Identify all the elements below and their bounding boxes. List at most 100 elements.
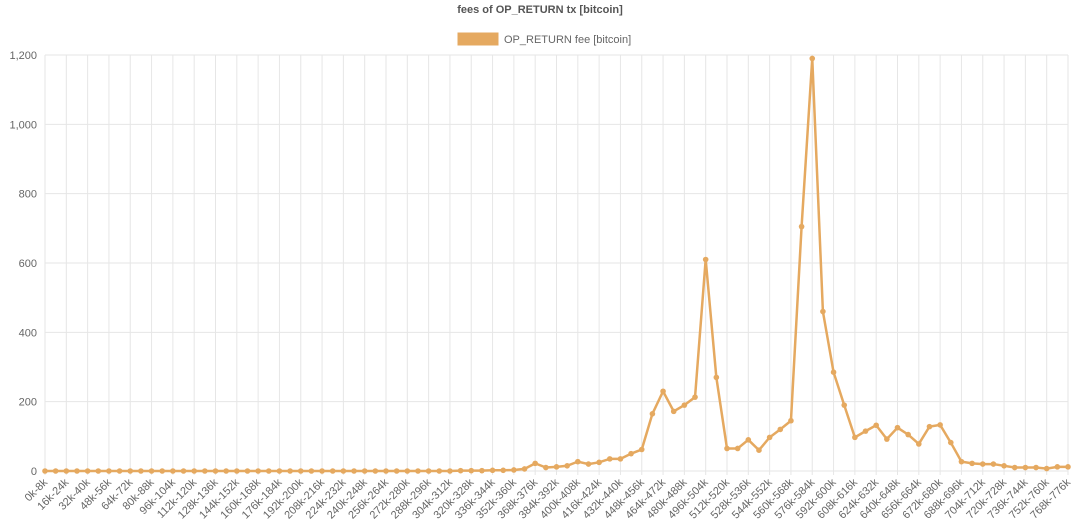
point bbox=[521, 466, 528, 472]
point bbox=[884, 436, 890, 442]
legend-label: OP_RETURN fee [bitcoin] bbox=[504, 34, 631, 46]
point bbox=[1011, 464, 1018, 471]
point bbox=[276, 468, 283, 474]
point bbox=[308, 468, 315, 474]
point bbox=[106, 468, 112, 474]
point bbox=[383, 468, 389, 474]
point bbox=[404, 468, 411, 474]
y-tick-label: 600 bbox=[19, 258, 37, 270]
y-tick-label: 800 bbox=[19, 189, 37, 201]
point bbox=[84, 468, 91, 474]
point bbox=[393, 468, 400, 474]
point bbox=[979, 461, 986, 467]
point bbox=[777, 426, 784, 433]
point bbox=[415, 468, 421, 474]
point bbox=[788, 417, 794, 424]
point bbox=[287, 468, 293, 474]
point bbox=[159, 468, 166, 474]
point bbox=[766, 434, 773, 441]
point bbox=[638, 446, 645, 453]
point bbox=[617, 456, 624, 462]
point bbox=[372, 468, 379, 474]
legend: OP_RETURN fee [bitcoin] bbox=[457, 32, 631, 46]
point bbox=[265, 468, 272, 474]
point bbox=[702, 256, 709, 263]
y-tick-label: 1,200 bbox=[9, 50, 37, 62]
point bbox=[361, 468, 368, 474]
point bbox=[745, 437, 752, 443]
point bbox=[255, 468, 261, 474]
point bbox=[116, 468, 123, 474]
y-tick-label: 0 bbox=[31, 466, 37, 478]
point bbox=[809, 55, 816, 62]
point bbox=[990, 461, 997, 467]
point bbox=[947, 439, 954, 446]
point bbox=[489, 467, 496, 474]
point bbox=[351, 468, 357, 474]
point bbox=[649, 411, 656, 417]
point bbox=[841, 402, 848, 408]
point bbox=[873, 422, 879, 429]
point bbox=[319, 468, 325, 474]
point bbox=[596, 459, 602, 466]
point bbox=[74, 468, 80, 474]
point bbox=[894, 424, 901, 431]
point bbox=[202, 468, 208, 474]
point bbox=[170, 468, 176, 474]
point bbox=[340, 468, 347, 474]
point bbox=[191, 468, 197, 474]
point bbox=[1054, 464, 1061, 470]
y-tick-label: 400 bbox=[19, 327, 37, 339]
point bbox=[180, 468, 187, 474]
point bbox=[969, 460, 975, 467]
point bbox=[329, 468, 336, 474]
point bbox=[937, 422, 943, 428]
point bbox=[692, 394, 698, 400]
point bbox=[830, 369, 837, 376]
point bbox=[543, 464, 549, 471]
y-tick-label: 200 bbox=[19, 397, 37, 409]
point bbox=[457, 467, 464, 474]
point bbox=[95, 468, 102, 474]
point bbox=[223, 468, 229, 474]
point bbox=[244, 468, 251, 474]
point bbox=[479, 467, 485, 474]
chart-title: fees of OP_RETURN tx [bitcoin] bbox=[457, 4, 623, 16]
point bbox=[436, 468, 443, 474]
point bbox=[425, 468, 432, 474]
point bbox=[297, 468, 304, 474]
point bbox=[905, 431, 911, 438]
point bbox=[756, 447, 762, 454]
point bbox=[585, 461, 592, 467]
point bbox=[916, 441, 922, 447]
point bbox=[511, 467, 517, 473]
point bbox=[862, 428, 869, 434]
point bbox=[564, 463, 570, 469]
point bbox=[958, 458, 965, 465]
point bbox=[1001, 463, 1007, 469]
point bbox=[1065, 464, 1071, 470]
point bbox=[798, 223, 805, 230]
point bbox=[852, 434, 858, 441]
point bbox=[532, 460, 538, 467]
point bbox=[670, 408, 677, 415]
point bbox=[234, 468, 240, 474]
point bbox=[447, 468, 453, 474]
point bbox=[575, 458, 581, 465]
point bbox=[734, 445, 741, 452]
point bbox=[724, 445, 730, 452]
point bbox=[713, 374, 720, 381]
point bbox=[820, 308, 826, 315]
point bbox=[628, 450, 634, 457]
point bbox=[138, 468, 144, 474]
point bbox=[553, 464, 560, 470]
point bbox=[681, 402, 688, 408]
point bbox=[1043, 465, 1050, 472]
point bbox=[468, 467, 475, 474]
point bbox=[926, 423, 933, 430]
legend-swatch bbox=[457, 32, 499, 46]
point bbox=[42, 468, 48, 474]
point bbox=[63, 468, 70, 474]
point bbox=[500, 467, 507, 474]
